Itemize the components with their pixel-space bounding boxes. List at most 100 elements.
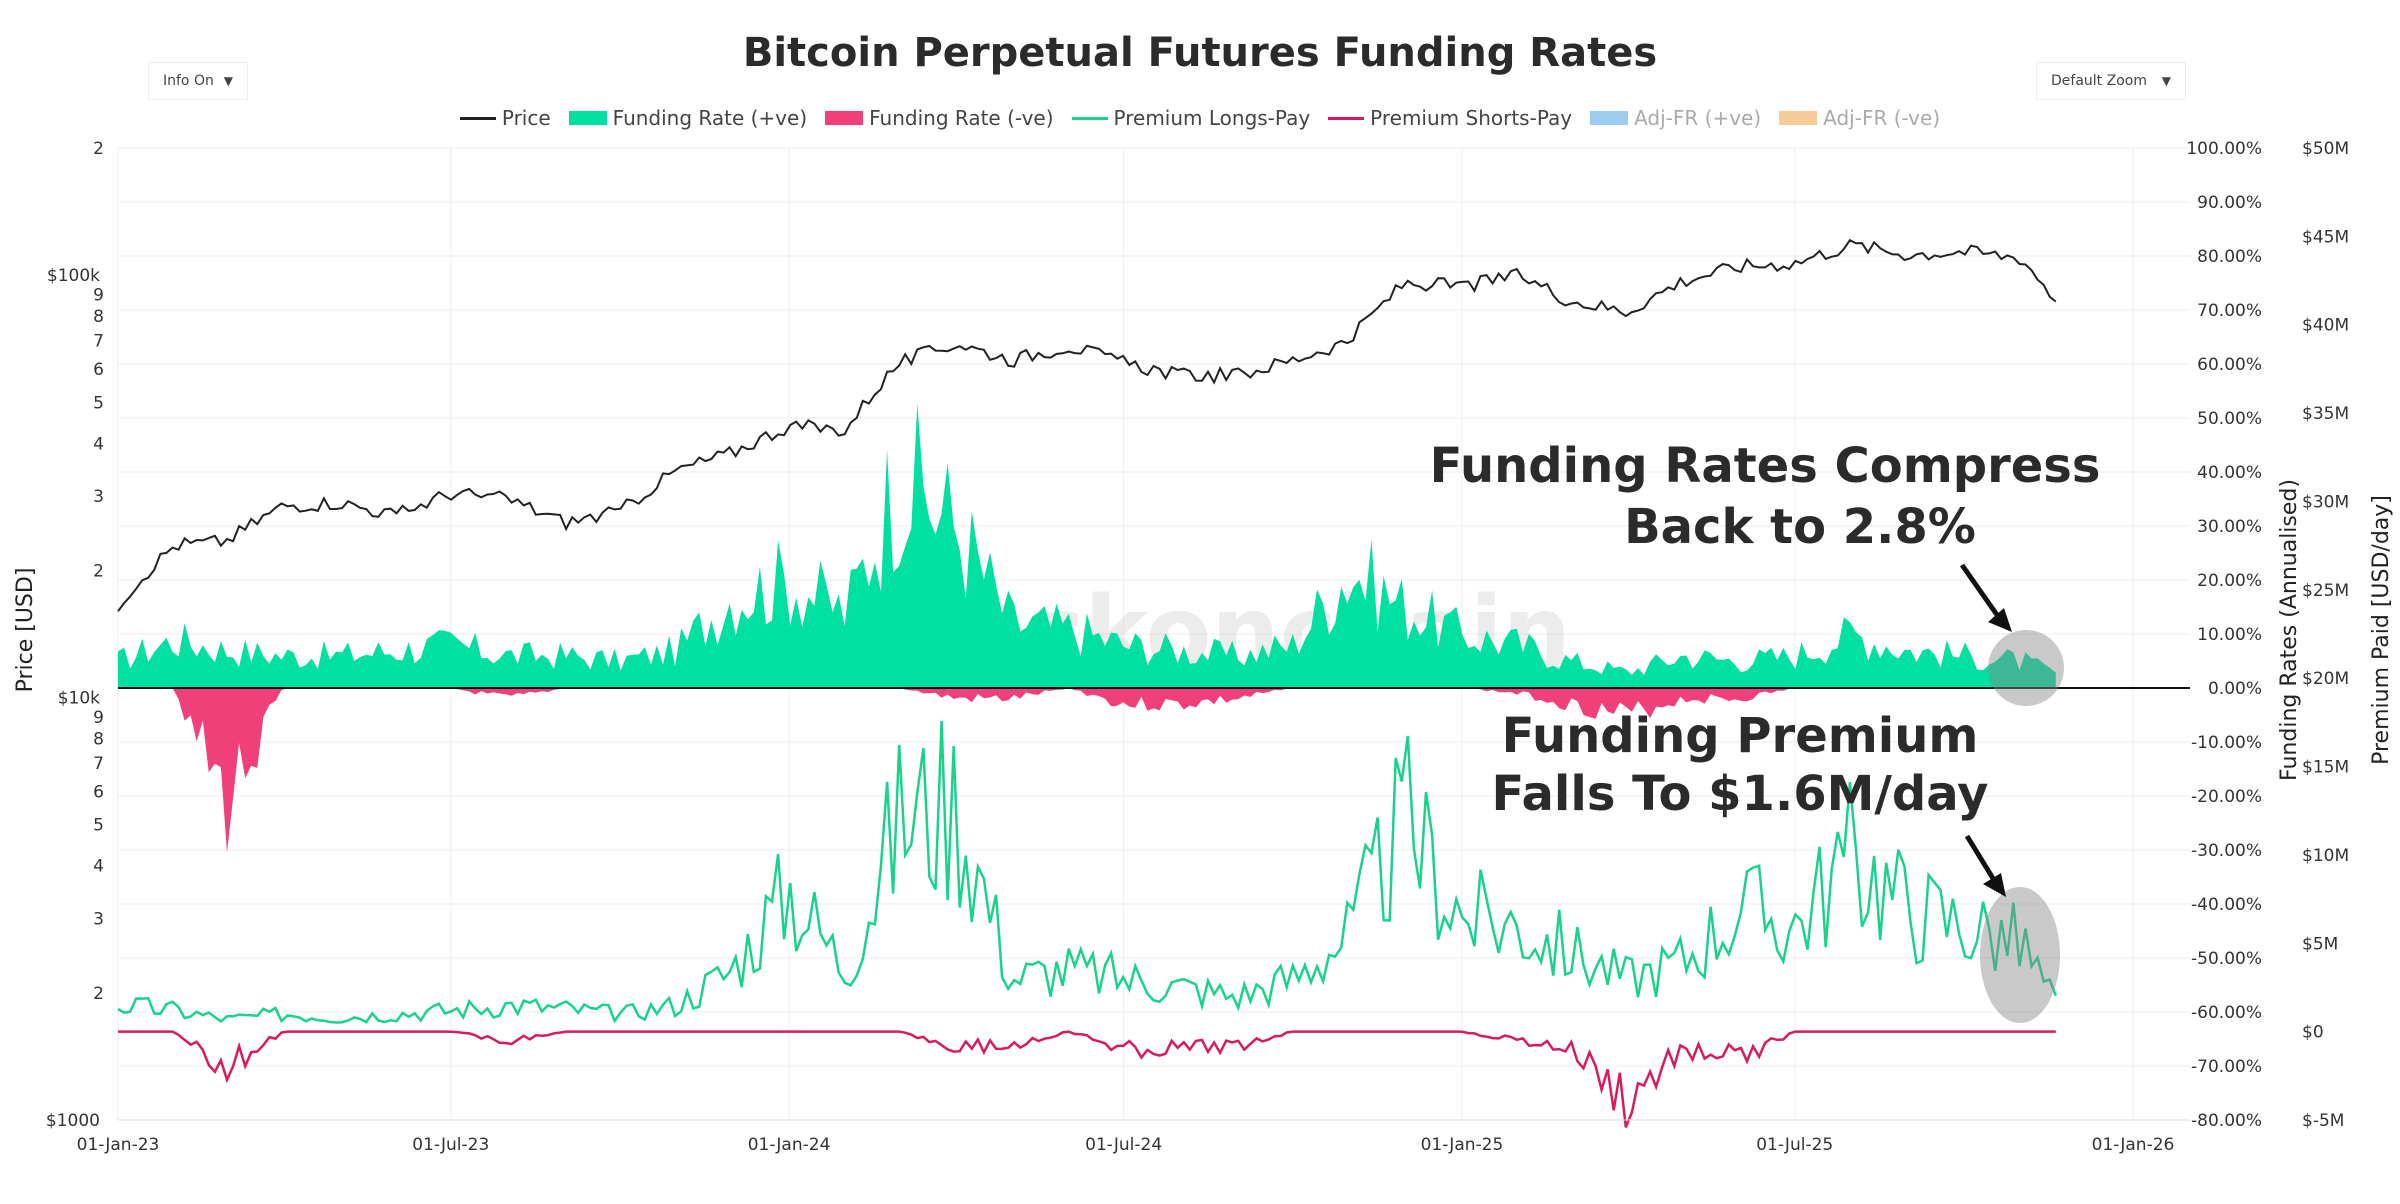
legend-label: Premium Shorts-Pay: [1370, 106, 1573, 130]
axes: 01-Jan-23 01-Jul-23 01-Jan-24 01-Jul-24 01-J…: [13, 139, 2394, 1155]
price-tick-label: 7: [93, 754, 104, 774]
funding-rate-positive-area: [118, 403, 2056, 688]
price-tick-label: 2: [93, 984, 104, 1004]
funding-tick-label: 30.00%: [2197, 517, 2262, 537]
legend-swatch: [568, 111, 607, 125]
funding-tick-label: -70.00%: [2191, 1057, 2262, 1077]
chart-title: Bitcoin Perpetual Futures Funding Rates: [742, 30, 1658, 76]
premium-tick-label: $25M: [2302, 581, 2349, 601]
x-tick-label: 01-Jul-23: [412, 1135, 489, 1155]
zoom-label: Default Zoom: [2051, 73, 2147, 89]
funding-tick-label: 90.00%: [2197, 193, 2262, 213]
legend-item[interactable]: Funding Rate (-ve): [825, 106, 1054, 130]
price-tick-label: 3: [93, 487, 104, 507]
funding-axis-title: Funding Rates (Annualised): [2277, 479, 2302, 781]
premium-tick-label: $35M: [2302, 404, 2349, 424]
legend-swatch: [1071, 116, 1108, 120]
arrow-head-top: [1988, 608, 2012, 632]
x-tick-label: 01-Jul-25: [1756, 1135, 1833, 1155]
price-tick-label: $1000: [46, 1111, 100, 1131]
funding-tick-label: 80.00%: [2197, 247, 2262, 267]
arrow-shaft-top: [1959, 563, 2005, 624]
premium-tick-label: $15M: [2302, 758, 2349, 778]
annotation-premium-line2: Falls To $1.6M/day: [1492, 766, 1989, 822]
legend-label: Price: [501, 106, 551, 130]
legend-swatch: [825, 111, 864, 125]
funding-tick-label: 50.00%: [2197, 409, 2262, 429]
price-tick-label: 5: [93, 393, 104, 413]
price-tick-label: 7: [93, 332, 104, 352]
highlight-ellipse-premium: [1980, 887, 2060, 1023]
legend-swatch: [1590, 111, 1629, 125]
highlight-circle-funding: [1988, 630, 2064, 706]
funding-tick-label: 20.00%: [2197, 571, 2262, 591]
legend-item[interactable]: Adj-FR (-ve): [1779, 106, 1940, 130]
price-tick-label: 5: [93, 816, 104, 836]
chevron-down-icon: ▼: [223, 74, 233, 88]
premium-tick-label: $5M: [2302, 934, 2338, 954]
annotations: Funding Rates Compress Back to 2.8% Fund…: [1430, 438, 2101, 1023]
premium-tick-label: $-5M: [2302, 1111, 2344, 1131]
price-tick-label: 8: [93, 730, 104, 750]
info-toggle-dropdown[interactable]: Info On ▼: [148, 62, 248, 100]
x-tick-label: 01-Jan-26: [2092, 1135, 2175, 1155]
legend-label: Adj-FR (-ve): [1823, 106, 1941, 130]
price-line: [117, 238, 2057, 612]
price-tick-label: 9: [93, 708, 104, 728]
premium-tick-label: $0: [2302, 1023, 2324, 1043]
funding-tick-label: 70.00%: [2197, 301, 2262, 321]
chevron-down-icon: ▼: [2161, 74, 2171, 88]
premium-tick-label: $20M: [2302, 669, 2349, 689]
funding-tick-label: -60.00%: [2191, 1003, 2262, 1023]
price-tick-label: 6: [93, 782, 104, 802]
legend-item[interactable]: Price: [459, 106, 551, 130]
x-tick-label: 01-Jan-24: [748, 1135, 831, 1155]
legend-swatch: [1328, 116, 1365, 120]
legend-item[interactable]: Premium Shorts-Pay: [1328, 106, 1572, 130]
premium-tick-label: $50M: [2302, 139, 2349, 159]
legend-label: Premium Longs-Pay: [1113, 106, 1311, 130]
price-tick-label: 2: [93, 139, 104, 159]
price-axis-title: Price [USD]: [13, 568, 38, 693]
annotation-premium-line1: Funding Premium: [1502, 708, 1979, 764]
premium-tick-label: $45M: [2302, 227, 2349, 247]
funding-tick-label: 0.00%: [2208, 679, 2262, 699]
funding-tick-label: 60.00%: [2197, 355, 2262, 375]
price-tick-label: 4: [93, 857, 104, 877]
price-tick-label: 4: [93, 434, 104, 454]
legend-label: Funding Rate (+ve): [612, 106, 808, 130]
legend-label: Adj-FR (+ve): [1634, 106, 1762, 130]
premium-tick-label: $10M: [2302, 846, 2349, 866]
funding-tick-label: 10.00%: [2197, 625, 2262, 645]
price-tick-label: 2: [93, 561, 104, 581]
annotation-funding-rate-line1: Funding Rates Compress: [1430, 438, 2101, 494]
chart-legend: Price Funding Rate (+ve) Funding Rate (-ve…: [0, 106, 2400, 130]
premium-shorts-pay-line: [118, 1030, 2056, 1128]
x-tick-label: 01-Jul-24: [1085, 1135, 1162, 1155]
premium-lines: [117, 720, 2057, 1128]
price-tick-label: $10k: [58, 689, 100, 709]
funding-tick-label: 100.00%: [2186, 139, 2262, 159]
legend-item[interactable]: Premium Longs-Pay: [1071, 106, 1311, 130]
premium-tick-label: $40M: [2302, 316, 2349, 336]
funding-rate-area: [118, 403, 2190, 853]
legend-item[interactable]: Funding Rate (+ve): [568, 106, 808, 130]
funding-tick-label: 40.00%: [2197, 463, 2262, 483]
price-line-group: [117, 238, 2057, 612]
price-tick-label: 6: [93, 360, 104, 380]
legend-item[interactable]: Adj-FR (+ve): [1590, 106, 1761, 130]
annotation-funding-rate-line2: Back to 2.8%: [1624, 499, 1976, 555]
grid-lines: [117, 147, 2190, 1121]
arrow-head-bottom: [1983, 873, 2006, 897]
arrow-shaft-bottom: [1964, 834, 2000, 887]
premium-axis-title: Premium Paid [USD/day]: [2369, 495, 2394, 765]
funding-tick-label: -10.00%: [2191, 733, 2262, 753]
funding-tick-label: -30.00%: [2191, 841, 2262, 861]
premium-tick-label: $30M: [2302, 492, 2349, 512]
funding-tick-label: -50.00%: [2191, 949, 2262, 969]
zoom-dropdown[interactable]: Default Zoom ▼: [2036, 62, 2186, 100]
x-tick-label: 01-Jan-23: [77, 1135, 160, 1155]
funding-tick-label: -80.00%: [2191, 1111, 2262, 1131]
price-tick-label: $100k: [47, 266, 100, 286]
